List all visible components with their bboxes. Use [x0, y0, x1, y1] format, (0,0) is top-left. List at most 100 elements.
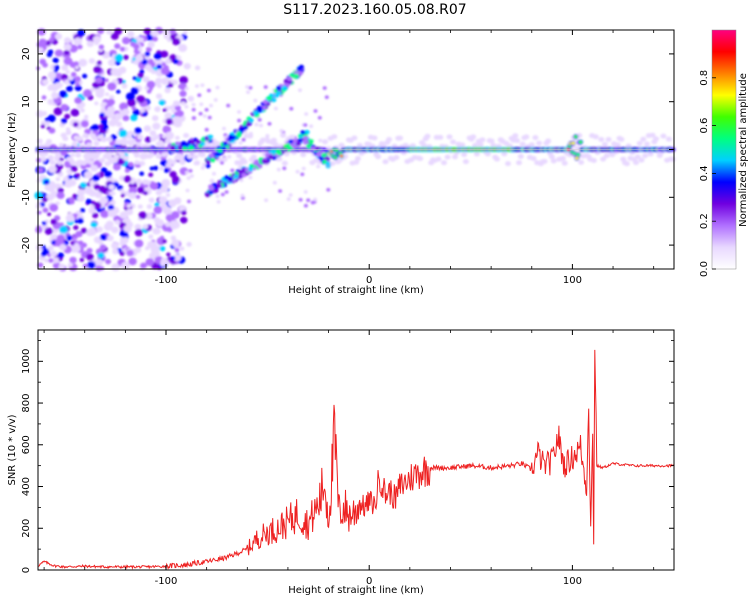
noise-blob: [170, 256, 176, 261]
noise-blob: [125, 92, 135, 101]
noise-blob: [142, 76, 150, 83]
noise-blob: [110, 122, 116, 127]
noise-blob: [107, 82, 117, 91]
noise-blob: [74, 85, 82, 92]
noise-blob: [122, 108, 130, 116]
noise-blob: [51, 92, 59, 99]
noise-blob: [164, 112, 172, 120]
noise-blob: [93, 201, 102, 210]
noise-blob: [49, 203, 59, 212]
noise-blob: [92, 212, 99, 219]
noise-blob: [122, 36, 131, 45]
branch-mark: [183, 142, 190, 147]
branch-mark: [253, 161, 259, 166]
noise-blob: [93, 183, 101, 190]
band-halo: [450, 139, 457, 145]
noise-blob: [119, 102, 128, 111]
noise-blob: [220, 192, 225, 197]
band-halo: [106, 136, 113, 142]
noise-blob: [51, 240, 56, 245]
noise-blob: [135, 178, 142, 185]
band-halo: [603, 153, 610, 159]
noise-blob: [282, 166, 287, 171]
noise-blob: [107, 235, 114, 242]
band-halo: [329, 161, 336, 167]
band-halo: [514, 138, 521, 144]
noise-blob: [309, 124, 314, 128]
band-halo: [665, 136, 672, 142]
noise-blob: [185, 188, 190, 193]
noise-blob: [238, 165, 242, 169]
noise-blob: [104, 78, 109, 83]
noise-blob: [159, 246, 166, 252]
band-halo: [561, 160, 568, 166]
noise-blob: [76, 194, 85, 202]
spectrogram-ylabel: Frequency (Hz): [7, 112, 18, 188]
noise-blob: [144, 105, 151, 111]
noise-blob: [161, 77, 170, 85]
band-halo: [435, 156, 442, 162]
noise-blob: [128, 162, 134, 167]
noise-blob: [41, 245, 46, 249]
noise-blob: [69, 256, 77, 264]
band-halo: [441, 160, 447, 166]
noise-blob: [105, 92, 110, 96]
noise-blob: [75, 173, 81, 178]
noise-blob: [98, 124, 104, 129]
noise-blob: [165, 193, 171, 197]
noise-blob: [152, 227, 161, 235]
noise-blob: [209, 179, 214, 183]
noise-blob: [160, 185, 169, 193]
branch-mark: [170, 147, 176, 152]
noise-blob: [188, 169, 193, 173]
noise-blob: [95, 259, 104, 266]
noise-blob: [89, 204, 95, 209]
noise-blob: [107, 209, 117, 218]
noise-blob: [298, 88, 302, 92]
noise-blob: [199, 102, 204, 107]
noise-blob: [194, 65, 201, 71]
noise-blob: [240, 193, 245, 198]
noise-blob: [60, 104, 69, 111]
noise-blob: [110, 32, 119, 40]
branch-mark: [233, 174, 239, 179]
band-halo: [280, 132, 287, 138]
noise-blob: [212, 171, 216, 176]
band-halo: [590, 158, 597, 163]
noise-blob: [64, 37, 71, 44]
noise-blob: [248, 175, 253, 180]
colorbar-tick-label: 0.2: [699, 213, 710, 229]
noise-blob: [153, 217, 161, 224]
branch-mark: [303, 135, 309, 141]
y-tick-label: 20: [21, 48, 32, 61]
branch-mark: [270, 149, 277, 155]
band-halo: [484, 151, 491, 157]
noise-blob: [77, 29, 85, 37]
branch-mark: [276, 150, 282, 156]
band-mark: [578, 140, 583, 144]
noise-blob: [68, 197, 75, 203]
noise-blob: [56, 234, 65, 242]
noise-blob: [121, 83, 128, 89]
noise-blob: [134, 247, 142, 253]
noise-blob: [41, 95, 47, 100]
y-tick-label: 400: [21, 477, 32, 496]
band-halo: [355, 156, 361, 161]
noise-blob: [172, 221, 180, 229]
noise-blob: [116, 89, 121, 94]
noise-blob: [159, 166, 164, 171]
noise-blob: [165, 162, 172, 168]
noise-blob: [60, 118, 68, 124]
noise-blob: [94, 101, 99, 106]
noise-blob: [241, 137, 246, 142]
band-mark: [575, 156, 579, 160]
noise-blob: [174, 247, 180, 253]
noise-blob: [118, 66, 127, 74]
band-halo: [490, 142, 497, 148]
noise-blob: [55, 201, 60, 206]
noise-blob: [121, 261, 130, 270]
noise-blob: [265, 134, 270, 138]
noise-blob: [200, 83, 205, 87]
noise-blob: [80, 182, 87, 189]
